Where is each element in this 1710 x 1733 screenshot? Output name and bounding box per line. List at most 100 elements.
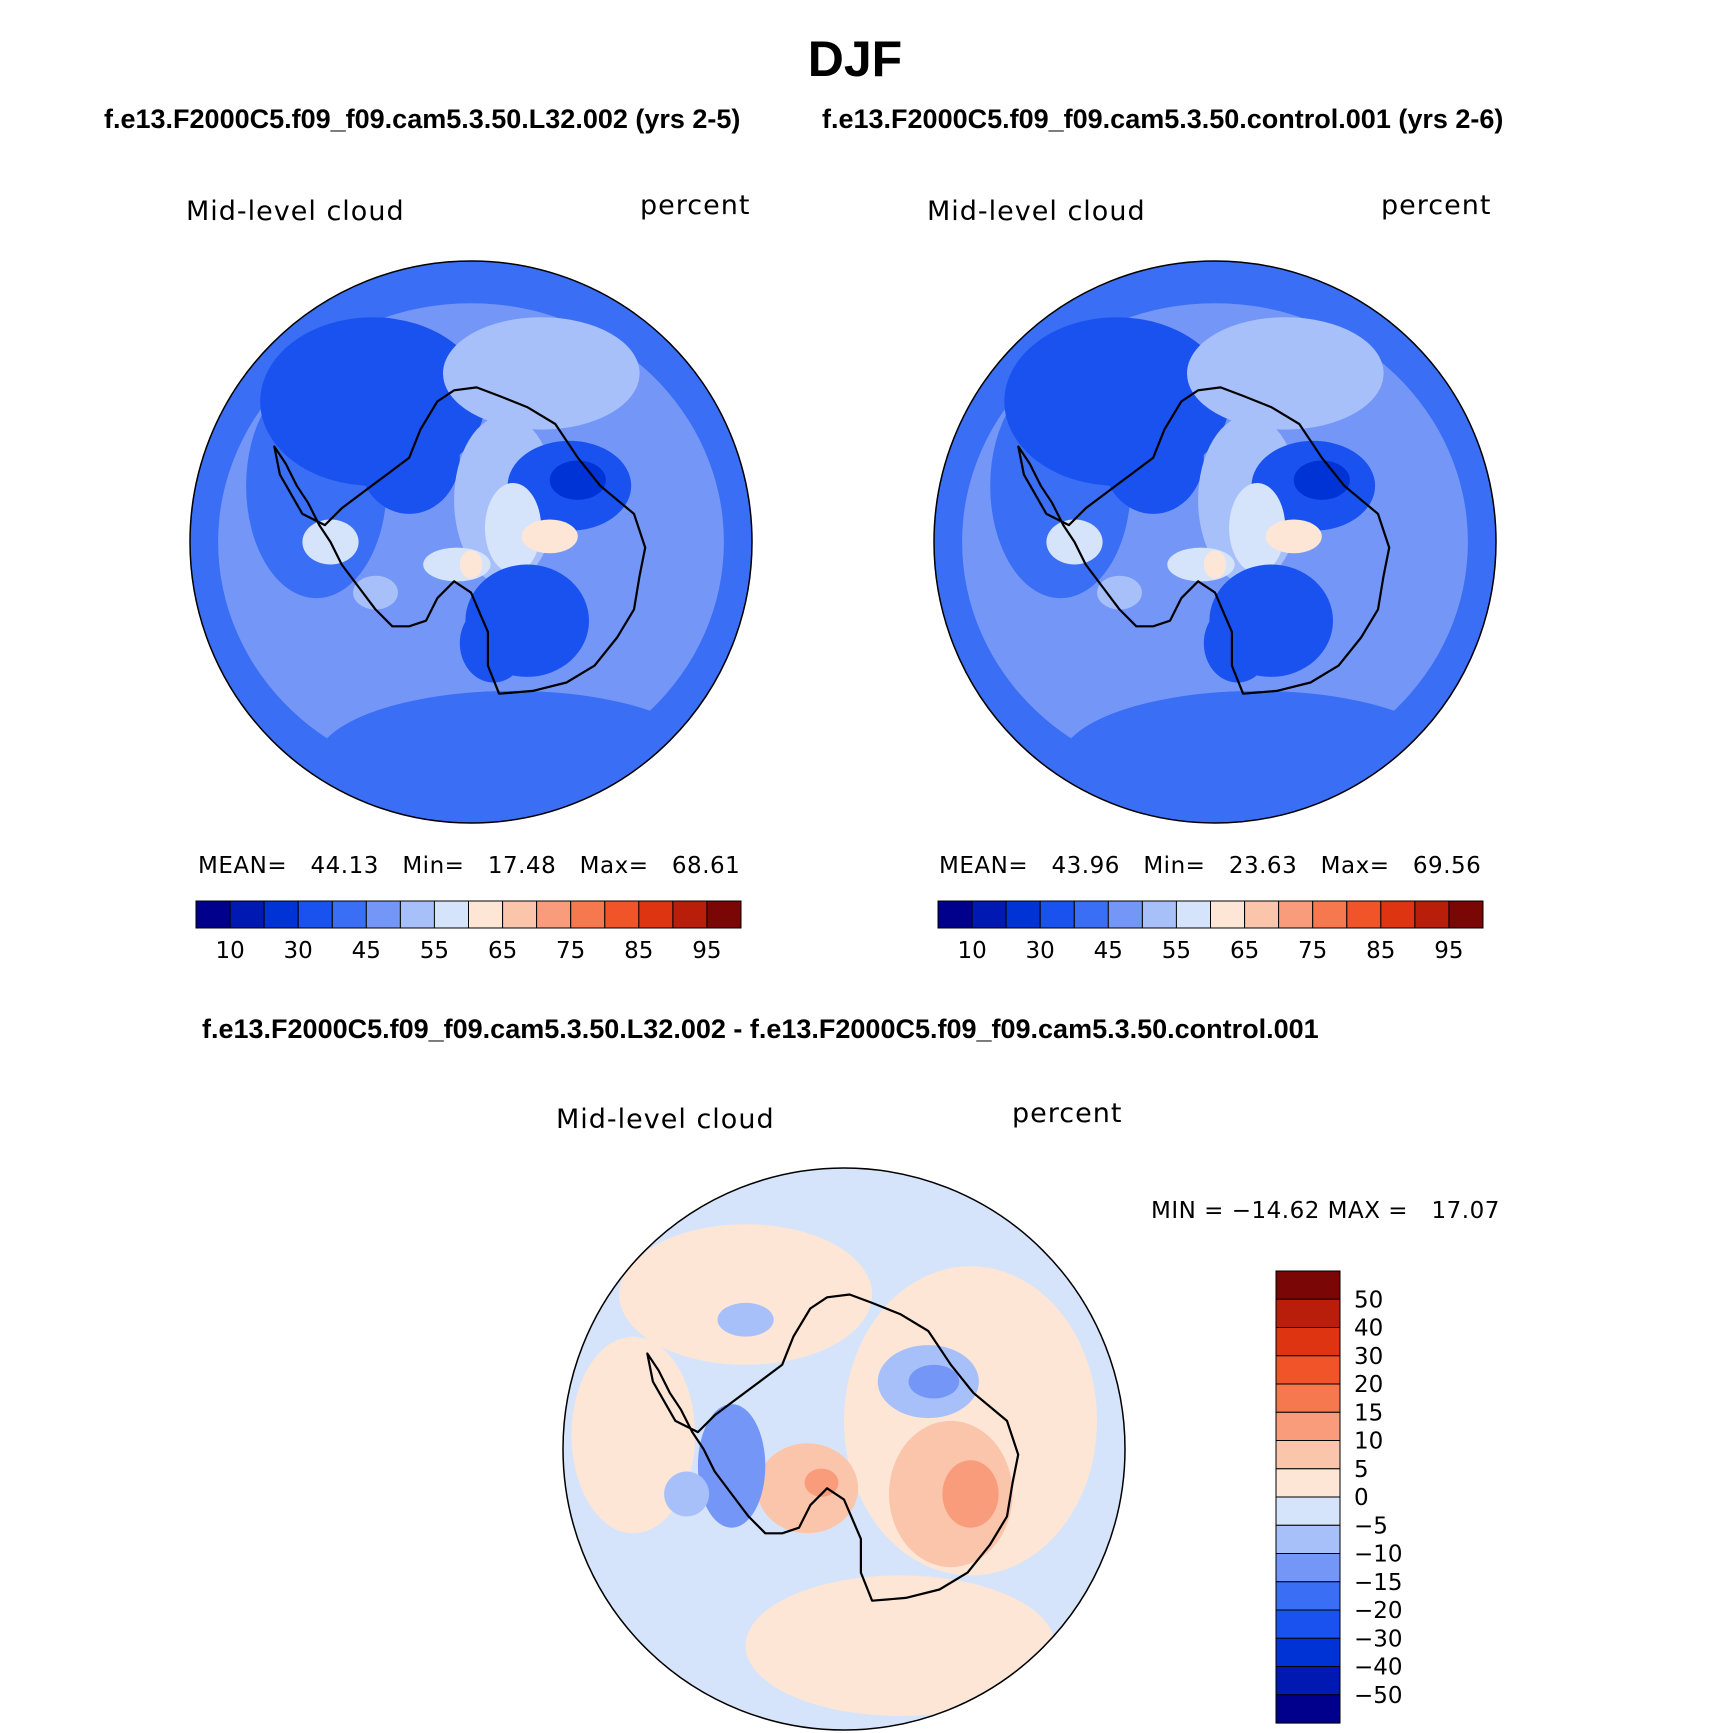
colorbar-3-swatch bbox=[1275, 1581, 1341, 1611]
panel2-max-label: Max= bbox=[1320, 853, 1390, 879]
map-3-contour-region-13 bbox=[664, 1471, 710, 1517]
map-2-contour-region-12 bbox=[1265, 519, 1322, 554]
colorbar-3-tick-label: −20 bbox=[1354, 1598, 1403, 1624]
map-1-contour-region-10 bbox=[549, 460, 606, 500]
colorbar-1-swatch bbox=[468, 900, 504, 929]
map-1-contour-region-11 bbox=[484, 483, 542, 573]
colorbar-3-tick-label: 30 bbox=[1354, 1344, 1383, 1370]
map-3-contour-region-11 bbox=[908, 1364, 960, 1399]
map-1-field bbox=[190, 261, 752, 823]
map-1-contour-region-14 bbox=[459, 550, 483, 579]
map-2-border bbox=[933, 260, 1497, 824]
map-1-contour-region-6 bbox=[443, 317, 640, 430]
colorbar-3-tick-label: −15 bbox=[1354, 1570, 1403, 1596]
colorbar-2-tick-label: 75 bbox=[1298, 938, 1327, 964]
colorbar-2-swatch bbox=[1414, 900, 1450, 929]
colorbar-2-swatch bbox=[1346, 900, 1382, 929]
colorbar-2-swatch bbox=[1448, 900, 1484, 929]
map-2-contour-region-11 bbox=[1229, 483, 1286, 573]
colorbar-1-swatch bbox=[672, 900, 708, 929]
colorbar-3-swatch bbox=[1275, 1468, 1341, 1498]
colorbar-3-swatch bbox=[1275, 1440, 1341, 1470]
colorbar-3-swatch bbox=[1275, 1666, 1341, 1696]
panel1-variable-label: Mid-level cloud bbox=[186, 196, 405, 227]
colorbar-3-tick-label: −10 bbox=[1354, 1542, 1403, 1568]
colorbar-1-tick-label: 55 bbox=[420, 938, 449, 964]
colorbar-1-swatch bbox=[638, 900, 674, 929]
panel1-stats: MEAN= 44.13 Min= 17.48 Max= 68.61 bbox=[198, 853, 740, 879]
colorbar-1-tick-label: 85 bbox=[624, 938, 653, 964]
colorbar-3-swatch bbox=[1275, 1553, 1341, 1583]
map-3-contour-region-5 bbox=[571, 1336, 696, 1534]
colorbar-1-tick-label: 95 bbox=[692, 938, 721, 964]
colorbar-3-tick-label: 0 bbox=[1354, 1485, 1369, 1511]
map-3-contour-region-4 bbox=[745, 1575, 1055, 1716]
map-1-contour-region-16 bbox=[459, 603, 528, 683]
colorbar-3-swatch bbox=[1275, 1383, 1341, 1413]
colorbar-2-swatch bbox=[1141, 900, 1178, 929]
colorbar-1-swatch bbox=[263, 900, 299, 929]
colorbar-1-swatch bbox=[195, 900, 231, 929]
panel3-units-label: percent bbox=[1012, 1098, 1123, 1129]
panel2-mean-label: MEAN= bbox=[939, 853, 1029, 879]
colorbar-1-swatch bbox=[604, 900, 640, 929]
panel1-mean-label: MEAN= bbox=[198, 853, 288, 879]
panel3-subtitle: f.e13.F2000C5.f09_f09.cam5.3.50.L32.002 … bbox=[202, 1014, 1319, 1044]
colorbar-1-swatch bbox=[433, 900, 469, 929]
colorbar-1-swatch bbox=[570, 900, 606, 929]
colorbar-2-tick-label: 65 bbox=[1230, 938, 1259, 964]
colorbar-1-swatch bbox=[297, 900, 333, 929]
map-2-contour-region-18 bbox=[1097, 575, 1142, 610]
colorbar-3-swatch bbox=[1275, 1355, 1341, 1385]
colorbar-3-tick-label: 10 bbox=[1354, 1429, 1383, 1455]
colorbar-3-swatch bbox=[1275, 1524, 1341, 1555]
colorbar-2-swatch bbox=[1175, 900, 1212, 929]
colorbar-3-swatch bbox=[1275, 1694, 1341, 1724]
panel1-max-label: Max= bbox=[579, 853, 649, 879]
panel1-subtitle: f.e13.F2000C5.f09_f09.cam5.3.50.L32.002 … bbox=[104, 104, 741, 134]
panel2-stats: MEAN= 43.96 Min= 23.63 Max= 69.56 bbox=[939, 853, 1481, 879]
panel1-min-label: Min= bbox=[402, 853, 465, 879]
colorbar-3-tick-label: 20 bbox=[1354, 1372, 1383, 1398]
panel3-variable-label: Mid-level cloud bbox=[556, 1104, 775, 1135]
colorbar-2-tick-label: 45 bbox=[1094, 938, 1123, 964]
colorbar-3-tick-label: −30 bbox=[1354, 1626, 1403, 1652]
colorbar-3-tick-label: 5 bbox=[1354, 1457, 1369, 1483]
colorbar-3-tick-label: 15 bbox=[1354, 1400, 1383, 1426]
panel1-min-value: 17.48 bbox=[487, 853, 557, 879]
map-2-contour-region-16 bbox=[1203, 603, 1272, 683]
map-1-contour-region-12 bbox=[521, 519, 578, 554]
colorbar-3-swatch bbox=[1275, 1609, 1341, 1639]
colorbar-1-tick-label: 45 bbox=[352, 938, 381, 964]
colorbar-1-swatch bbox=[536, 900, 572, 929]
colorbar-2-swatch bbox=[1210, 900, 1246, 929]
colorbar-2-tick-label: 10 bbox=[957, 938, 986, 964]
panel2-mean-value: 43.96 bbox=[1051, 853, 1120, 879]
map-2-field bbox=[934, 261, 1496, 823]
colorbar-3-swatch bbox=[1275, 1411, 1341, 1442]
panel2-min-value: 23.63 bbox=[1228, 853, 1298, 879]
panel2-variable-label: Mid-level cloud bbox=[927, 196, 1146, 227]
colorbar-2-tick-label: 95 bbox=[1434, 938, 1463, 964]
colorbar-1-swatch bbox=[502, 900, 538, 929]
colorbar-1-swatch bbox=[399, 900, 435, 929]
panel1-mean-value: 44.13 bbox=[310, 853, 379, 879]
colorbar-2-swatch bbox=[971, 900, 1007, 929]
map-3-contour-region-7 bbox=[942, 1460, 999, 1528]
colorbar-3-tick-label: 40 bbox=[1354, 1316, 1383, 1342]
map-3-border bbox=[562, 1167, 1126, 1731]
colorbar-3-swatch bbox=[1275, 1298, 1341, 1329]
panel1-units-label: percent bbox=[640, 190, 751, 221]
map-1-contour-region-18 bbox=[353, 575, 398, 610]
colorbar-1-swatch bbox=[365, 900, 401, 929]
colorbar-1-tick-label: 10 bbox=[215, 938, 244, 964]
map-1-coastline bbox=[273, 386, 647, 695]
colorbar-2-swatch bbox=[937, 900, 973, 929]
colorbar-1-swatch bbox=[331, 900, 367, 929]
colorbar-2-swatch bbox=[1107, 900, 1143, 929]
map-3-contour-region-2 bbox=[619, 1224, 873, 1365]
map-3-contour-region-14 bbox=[717, 1302, 774, 1337]
colorbar-3-tick-label: 50 bbox=[1354, 1287, 1383, 1313]
colorbar-3-swatch bbox=[1275, 1270, 1341, 1300]
